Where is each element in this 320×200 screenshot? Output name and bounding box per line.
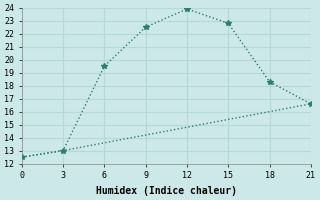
X-axis label: Humidex (Indice chaleur): Humidex (Indice chaleur) [96,186,237,196]
